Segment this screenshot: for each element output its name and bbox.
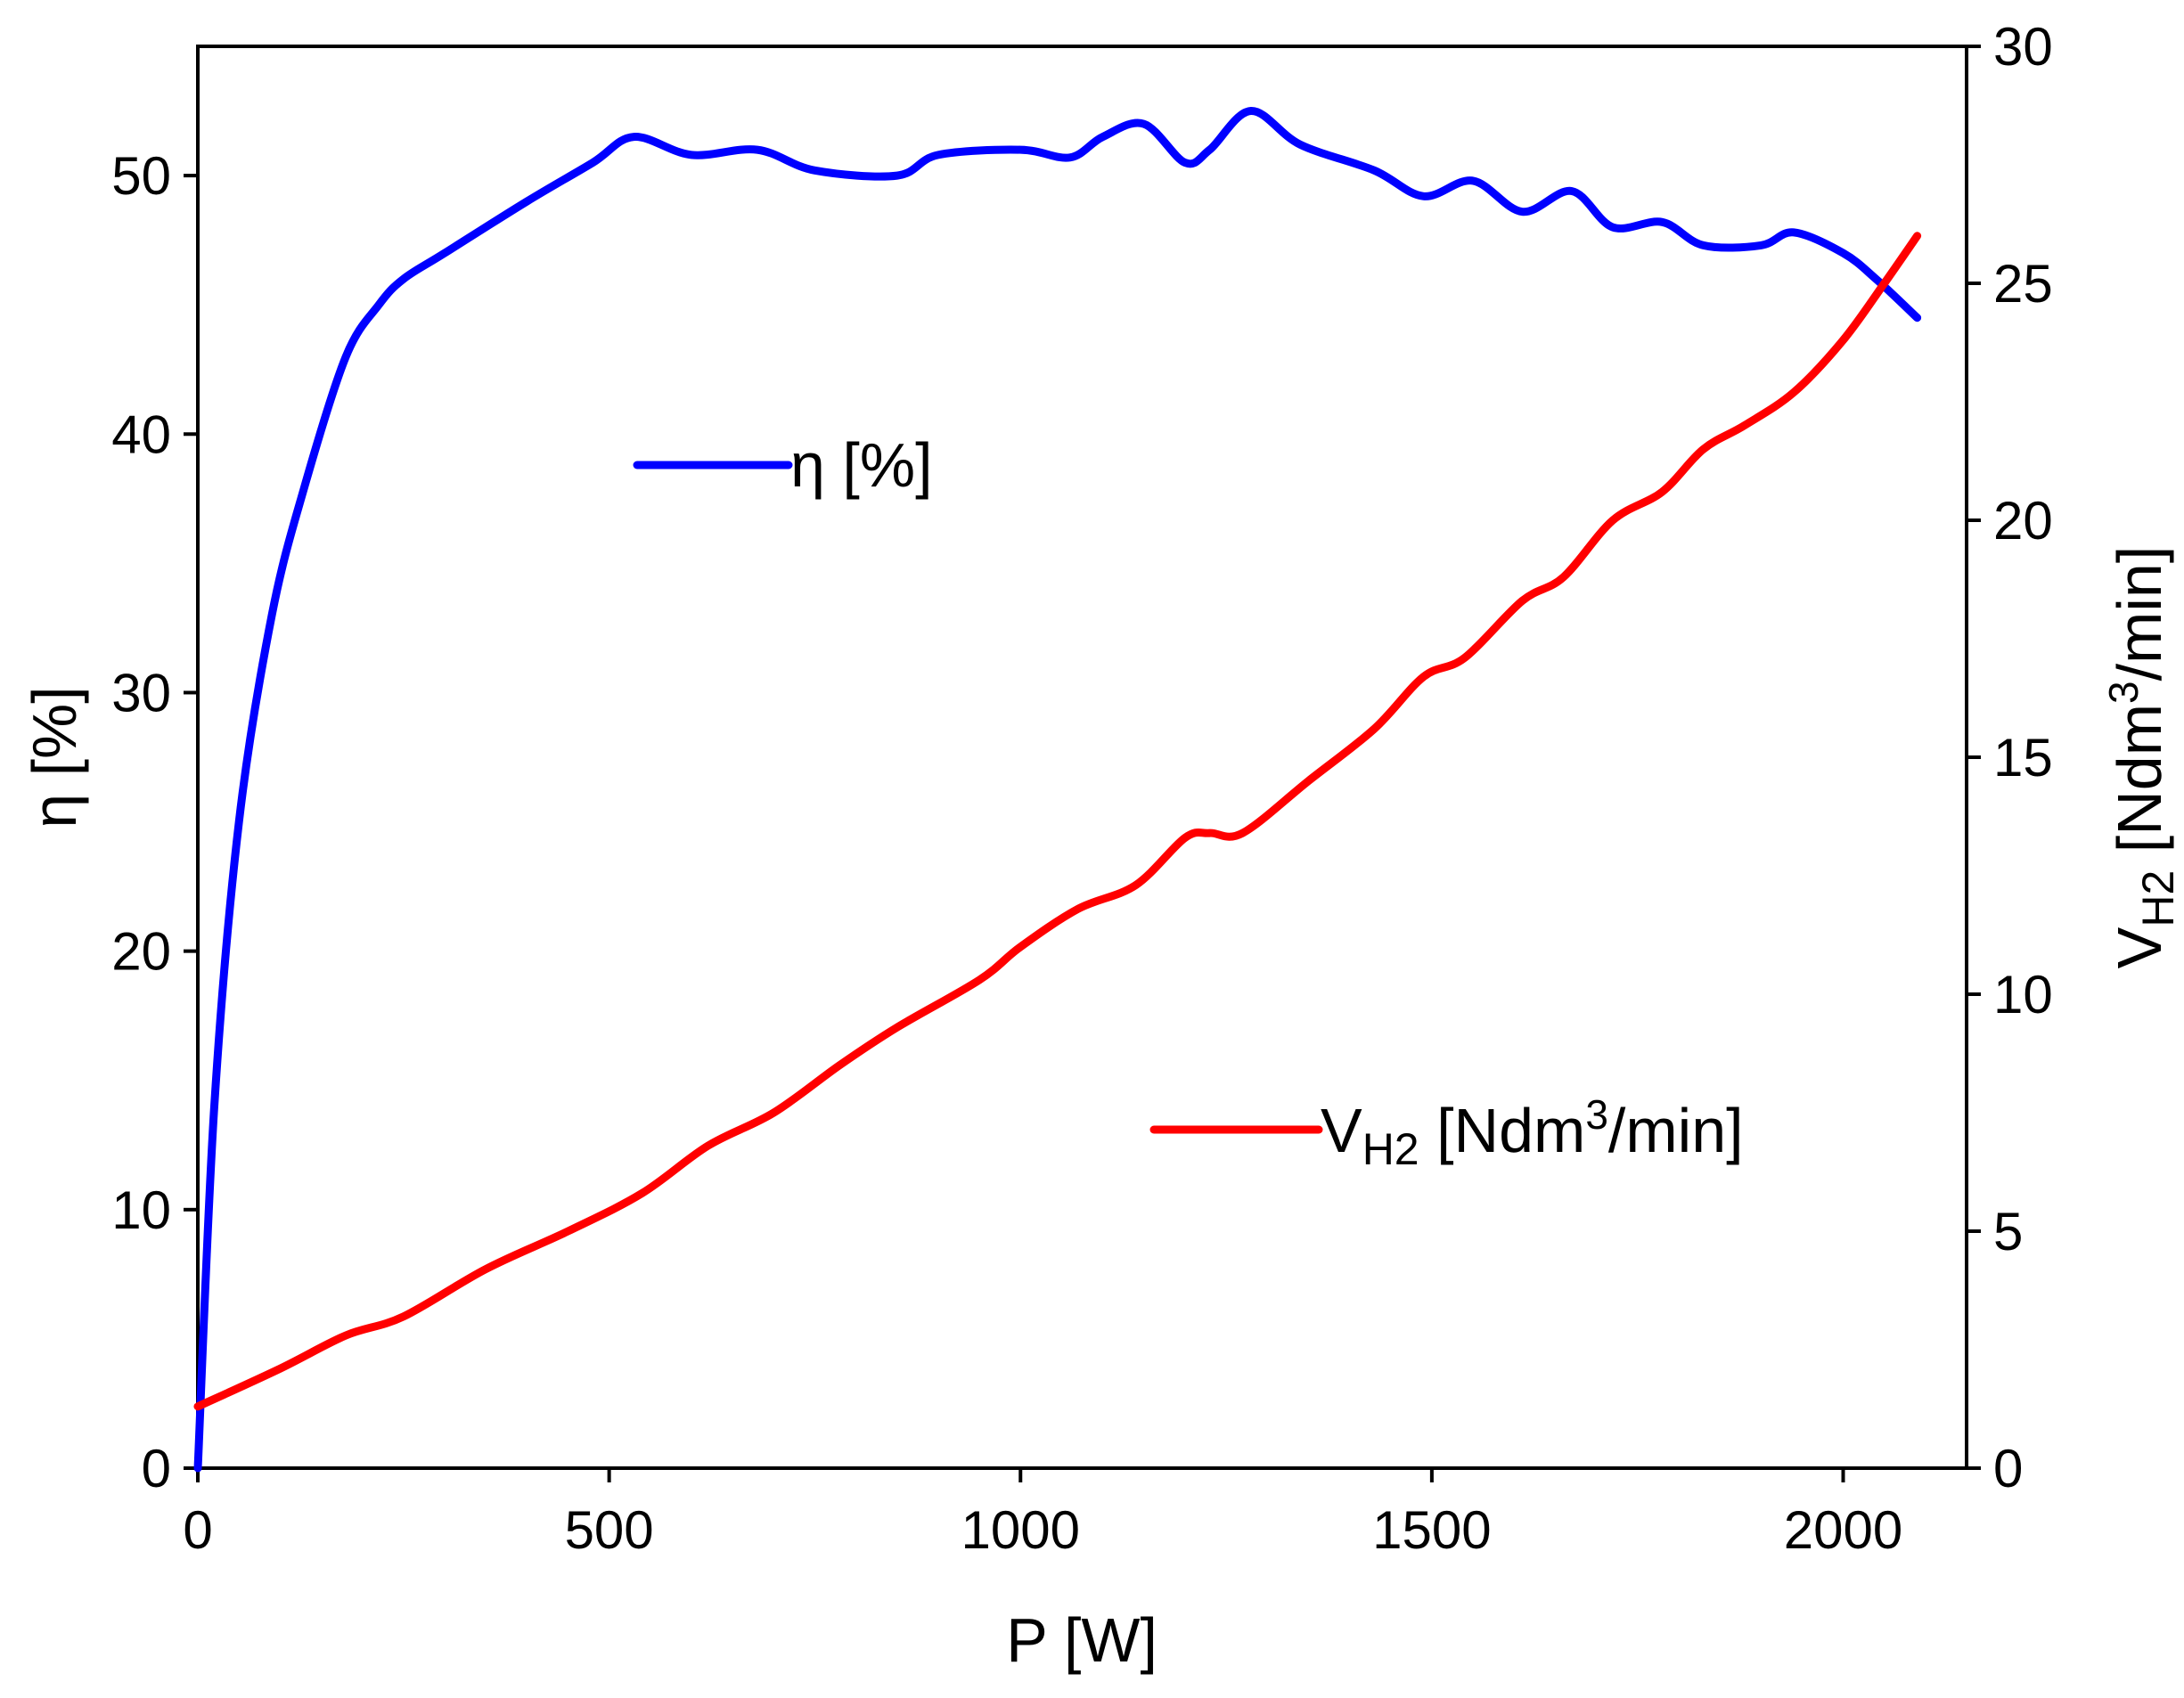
left-y-axis-title: η [%] bbox=[20, 686, 89, 829]
left-y-tick-label: 40 bbox=[111, 404, 171, 464]
series-layer bbox=[193, 107, 1922, 1473]
right-y-tick-label: 0 bbox=[1993, 1439, 2023, 1498]
legend-label-eta: η [%] bbox=[790, 430, 933, 500]
plot-frame bbox=[196, 45, 1968, 1470]
vh2-series-line bbox=[193, 232, 1922, 1411]
x-axis-ticks: 0 500 1000 1500 2000 bbox=[183, 1468, 1902, 1560]
right-y-tick-label: 25 bbox=[1993, 254, 2053, 314]
left-y-tick-label: 30 bbox=[111, 663, 171, 722]
right-y-tick-label: 10 bbox=[1993, 965, 2053, 1025]
right-y-axis-title-base: V bbox=[2105, 927, 2174, 968]
x-tick-label: 1500 bbox=[1372, 1500, 1491, 1560]
x-axis-title: P [W] bbox=[1006, 1605, 1157, 1675]
left-y-axis-ticks: 0 10 20 30 40 50 bbox=[111, 146, 198, 1498]
right-y-axis-title-text1: [Ndm bbox=[2105, 704, 2174, 870]
right-y-tick-label: 20 bbox=[1993, 491, 2053, 551]
x-tick-label: 500 bbox=[565, 1500, 654, 1560]
eta-series-line bbox=[193, 107, 1922, 1473]
right-y-axis-title: VH2 [Ndm3/min] bbox=[2100, 546, 2183, 969]
left-y-tick-label: 50 bbox=[111, 146, 171, 206]
left-y-tick-label: 20 bbox=[111, 922, 171, 982]
right-y-axis-title-text2: /min] bbox=[2105, 546, 2174, 682]
right-y-tick-label: 5 bbox=[1993, 1202, 2023, 1261]
legend-label-vh2-subscript: H2 bbox=[1362, 1124, 1419, 1174]
x-tick-label: 2000 bbox=[1784, 1500, 1902, 1560]
legend: η [%] VH2 [Ndm3/min] bbox=[633, 430, 1744, 1174]
legend-label-vh2-text1: [Ndm bbox=[1419, 1096, 1586, 1165]
right-y-axis-title-superscript: 3 bbox=[2100, 681, 2147, 704]
right-y-tick-label: 15 bbox=[1993, 728, 2053, 788]
x-tick-label: 1000 bbox=[961, 1500, 1080, 1560]
x-tick-label: 0 bbox=[183, 1500, 212, 1560]
legend-label-vh2-superscript: 3 bbox=[1585, 1091, 1608, 1138]
right-y-axis-ticks: 0 5 10 15 20 25 30 bbox=[1967, 17, 2053, 1498]
legend-label-vh2-text2: /min] bbox=[1608, 1096, 1744, 1165]
left-y-tick-label: 10 bbox=[111, 1180, 171, 1240]
left-y-tick-label: 0 bbox=[142, 1439, 171, 1498]
right-y-tick-label: 30 bbox=[1993, 17, 2053, 77]
legend-label-vh2-base: V bbox=[1321, 1096, 1362, 1165]
legend-label-vh2: VH2 [Ndm3/min] bbox=[1321, 1091, 1744, 1174]
right-y-axis-title-subscript: H2 bbox=[2133, 870, 2183, 927]
